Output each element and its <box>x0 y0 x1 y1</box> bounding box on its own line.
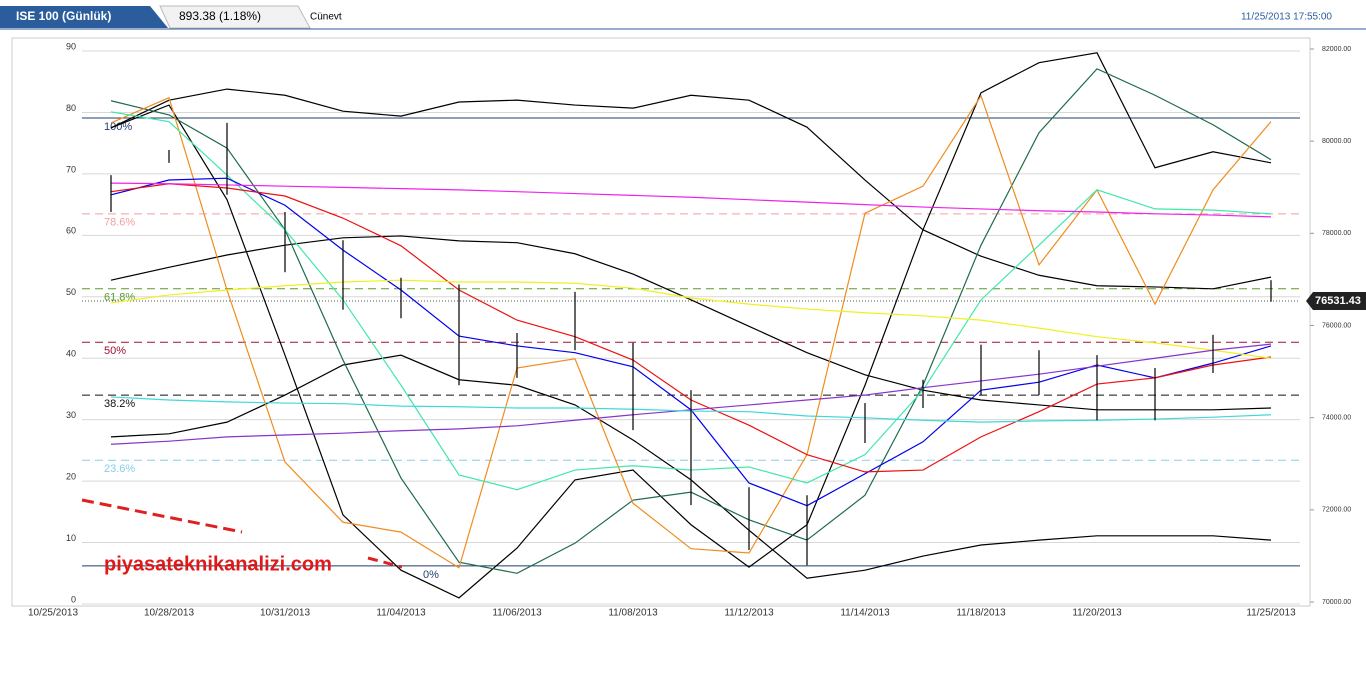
plot-frame <box>11 37 1311 607</box>
y2-tick-label: 72000.00 <box>1322 507 1351 514</box>
y-tick-label: 10 <box>66 533 76 543</box>
x-tick-label: 10/28/2013 <box>144 608 194 619</box>
tab[interactable] <box>0 6 168 28</box>
y-tick-label: 50 <box>66 287 76 297</box>
datetime: 11/25/2013 17:55:00 <box>1241 12 1332 23</box>
y2-tick-label: 74000.00 <box>1322 415 1351 422</box>
x-tick-label: 11/20/2013 <box>1072 608 1122 619</box>
y-tick-label: 20 <box>66 471 76 481</box>
y-tick-label: 70 <box>66 164 76 174</box>
series-line <box>110 52 1272 599</box>
x-tick-label: 11/06/2013 <box>492 608 542 619</box>
fib-label: 100% <box>104 121 132 133</box>
arrow <box>81 498 243 534</box>
y2-tick-label: 76000.00 <box>1322 322 1351 329</box>
series-line <box>110 235 1272 411</box>
header: ISE 100 (Günlük) 893.38 (1.18%) Cünevt 1… <box>0 5 1366 30</box>
fib-label: 78.6% <box>104 217 135 229</box>
plot: 0 10 20 30 40 50 60 70 80 90 70000.00 72000.00 74000… <box>28 41 1366 619</box>
y-tick-label: 80 <box>66 103 76 113</box>
x-tick-label: 11/25/2013 <box>1246 608 1296 619</box>
watermark: piyasateknikanalizi.com <box>104 553 332 575</box>
tab-title[interactable]: ISE 100 (Günlük) <box>16 9 111 23</box>
x-tick-label: 11/08/2013 <box>608 608 658 619</box>
last-price: 76531.43 <box>1315 295 1361 307</box>
arrow <box>367 556 403 569</box>
quote-box <box>159 5 311 29</box>
x-tick-label: 11/18/2013 <box>956 608 1006 619</box>
quote: 893.38 (1.18%) <box>179 9 261 23</box>
x-tick-label: 11/14/2013 <box>840 608 890 619</box>
y-tick-label: 30 <box>66 410 76 420</box>
fib-label: 38.2% <box>104 398 135 410</box>
fib-label: 0% <box>423 569 439 581</box>
series-line <box>110 88 1272 290</box>
x-tick-label: 11/04/2013 <box>376 608 426 619</box>
y-tick-label: 60 <box>66 226 76 236</box>
x-tick-label: 10/25/2013 <box>28 608 78 619</box>
y2-tick-label: 82000.00 <box>1322 46 1351 53</box>
y2-tick-label: 78000.00 <box>1322 230 1351 237</box>
series-line <box>110 182 1272 218</box>
x-tick-label: 10/31/2013 <box>260 608 310 619</box>
x-tick-label: 11/12/2013 <box>724 608 774 619</box>
user: Cünevt <box>310 12 342 23</box>
price-flag <box>1306 292 1366 311</box>
series-line <box>110 94 1272 569</box>
y-tick-label: 0 <box>71 594 76 604</box>
fib-label: 23.6% <box>104 463 135 475</box>
series-line <box>110 279 1272 359</box>
fib-label: 50% <box>104 345 126 357</box>
y-tick-label: 90 <box>66 41 76 51</box>
y2-tick-label: 80000.00 <box>1322 138 1351 145</box>
y2-tick-label: 70000.00 <box>1322 599 1351 606</box>
y-tick-label: 40 <box>66 349 76 359</box>
